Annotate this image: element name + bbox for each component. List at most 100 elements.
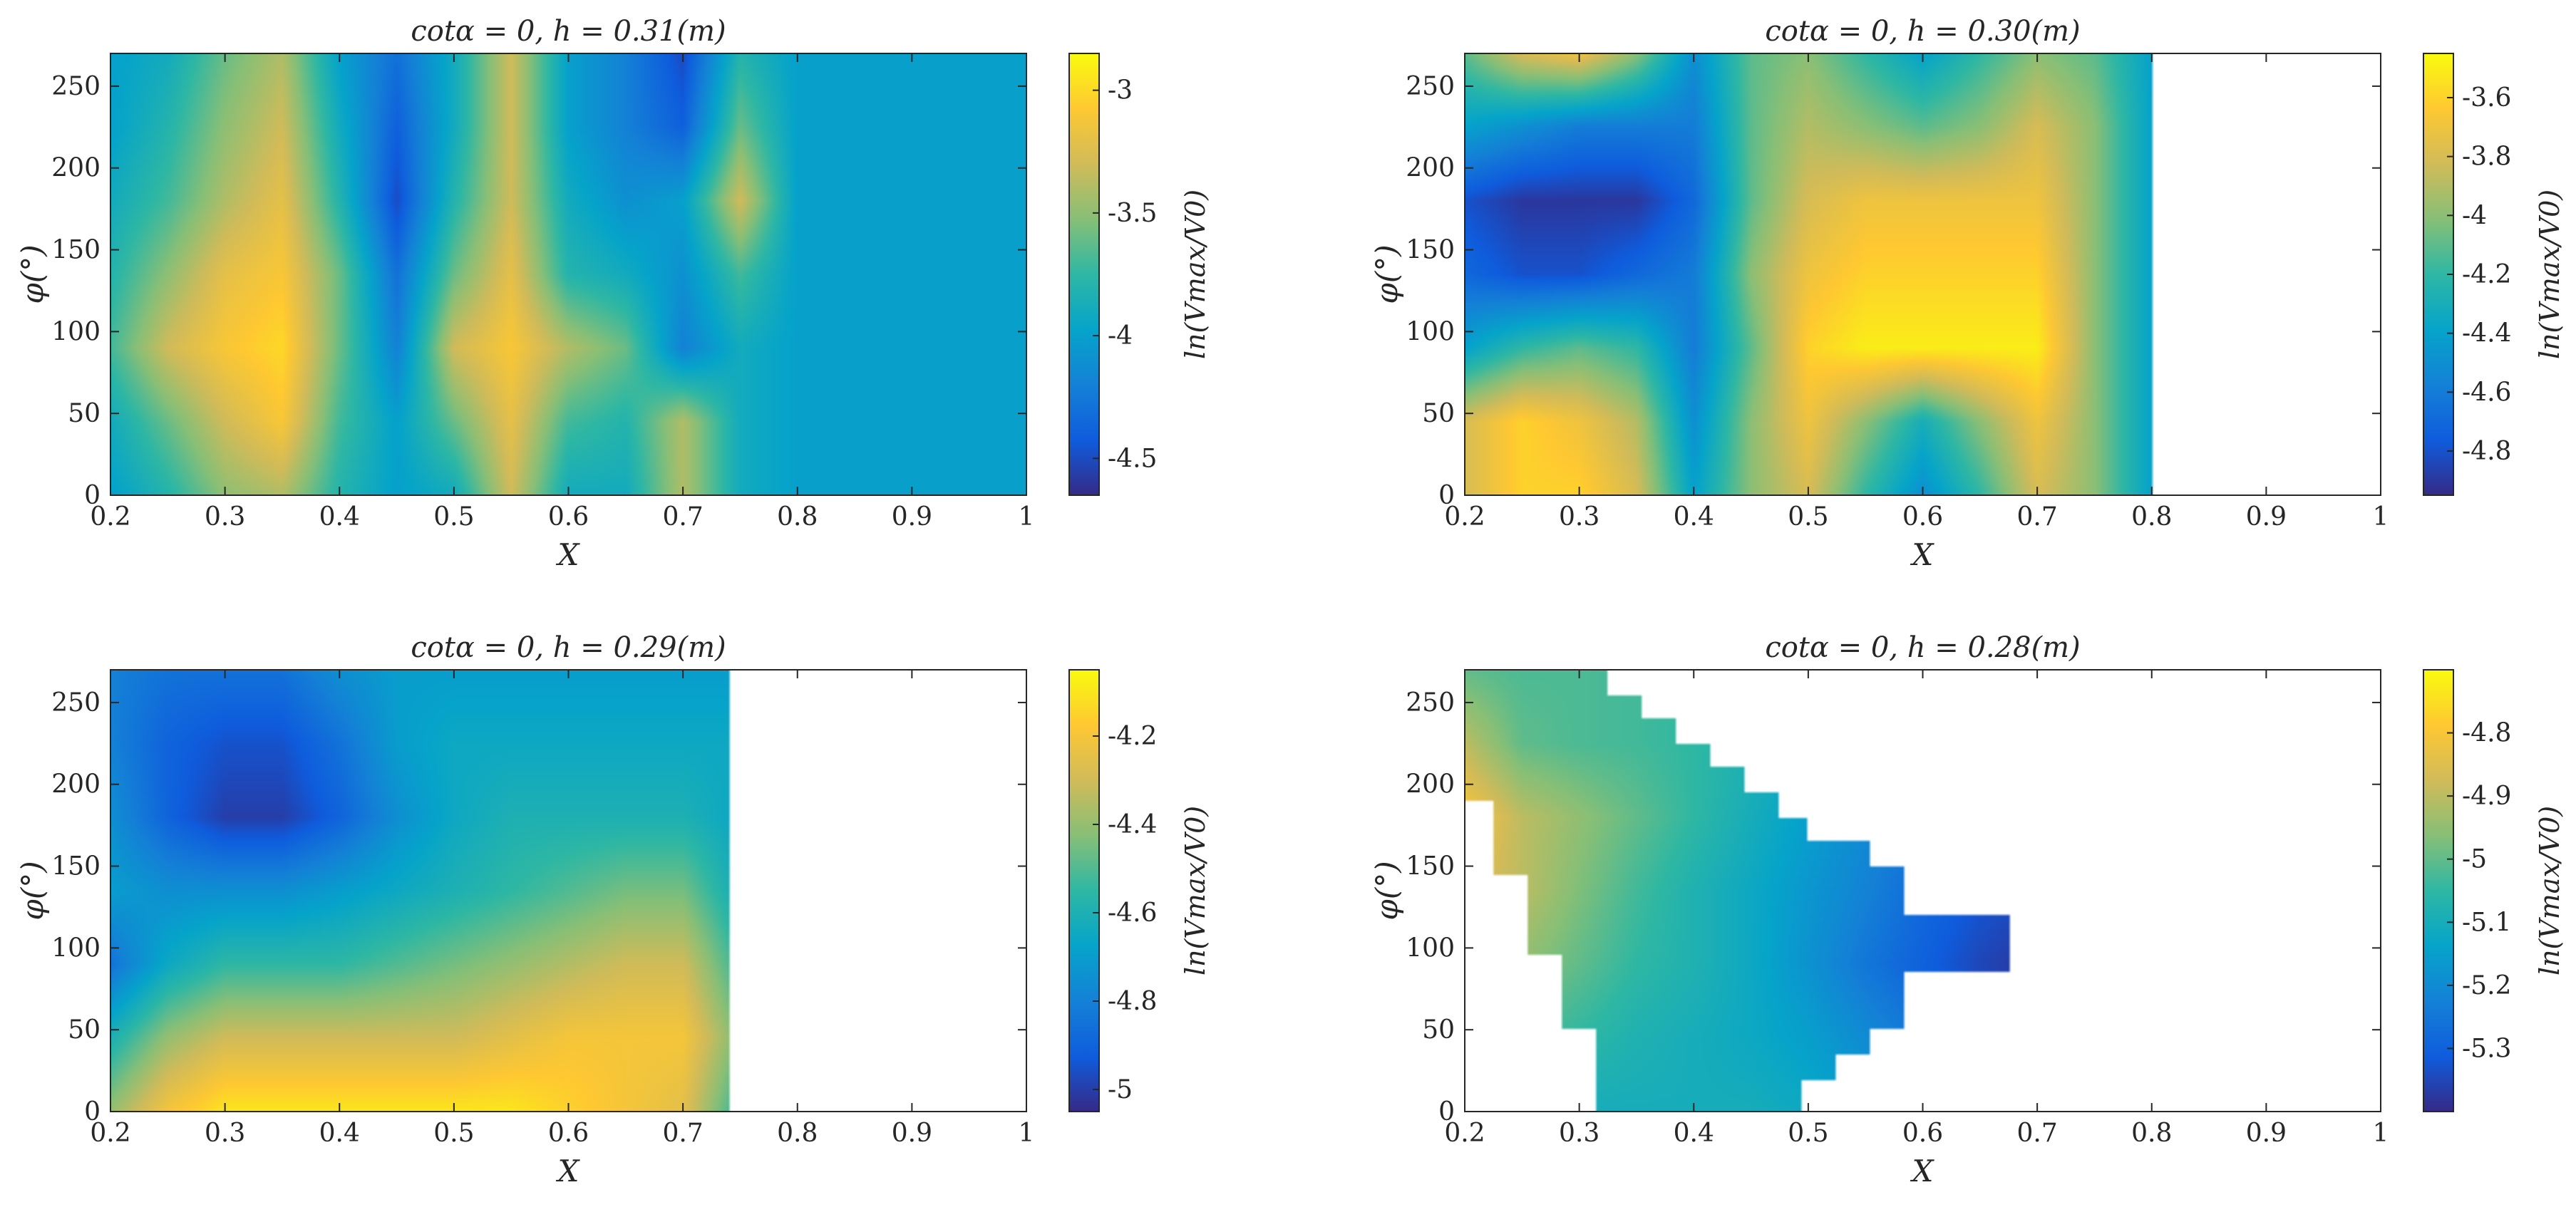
y-tick-label: 200 — [51, 154, 101, 183]
colorbar-tick-label: -5.3 — [2462, 1034, 2511, 1063]
y-axis-label: φ(°) — [1369, 861, 1404, 920]
x-axis-label: X — [556, 537, 581, 572]
panel-title: cotα = 0, h = 0.31(m) — [411, 15, 726, 48]
x-tick-label: 0.3 — [205, 502, 245, 532]
x-tick-label: 0.5 — [1788, 1119, 1828, 1148]
colorbar-tick-label: -3.8 — [2462, 143, 2511, 172]
x-tick-label: 0.3 — [1559, 1119, 1599, 1148]
x-tick-label: 0.4 — [1674, 502, 1714, 532]
colorbar-tick-label: -5.2 — [2462, 971, 2511, 1000]
y-tick-label: 200 — [1406, 154, 1455, 183]
colorbar-tick-label: -4 — [1108, 321, 1133, 351]
x-tick-label: 0.2 — [1444, 1119, 1485, 1148]
y-tick-label: 250 — [1406, 72, 1455, 101]
y-tick-label: 100 — [1406, 933, 1455, 963]
y-tick-label: 100 — [1406, 317, 1455, 346]
x-tick-label: 1 — [2373, 1119, 2389, 1148]
y-tick-label: 250 — [51, 688, 101, 718]
colorbar-tick-label: -4.4 — [1108, 810, 1157, 839]
colorbar-tick-label: -4.4 — [2462, 319, 2511, 348]
x-tick-label: 0.5 — [1788, 502, 1828, 532]
x-tick-label: 0.7 — [662, 1119, 703, 1148]
y-tick-label: 150 — [51, 852, 101, 881]
panel-1: 0.2 0.3 0.4 0.5 0.6 0.7 0.8 0.9 1 0 50 100 150 200 250… — [15, 15, 1211, 572]
colorbar — [2423, 669, 2454, 1112]
x-tick-label: 0.2 — [90, 502, 130, 532]
colorbar-label: ln(Vmax/V0) — [2534, 190, 2565, 359]
heatmap-surface — [1465, 670, 2381, 1112]
x-tick-label: 0.4 — [319, 502, 360, 532]
x-tick-label: 0.3 — [1559, 502, 1599, 532]
y-tick-label: 150 — [51, 236, 101, 265]
colorbar-tick-label: -3.5 — [1108, 199, 1157, 228]
y-tick-label: 0 — [1438, 1097, 1455, 1127]
colorbar-tick-label: -4.8 — [1108, 987, 1157, 1016]
x-tick-label: 0.8 — [2131, 1119, 2172, 1148]
colorbar-label: ln(Vmax/V0) — [1180, 806, 1211, 975]
colorbar — [1068, 669, 1100, 1112]
colorbar-tick-label: -3.6 — [2462, 83, 2511, 113]
x-tick-label: 0.9 — [2246, 1119, 2287, 1148]
colorbar-tick-label: -4.9 — [2462, 782, 2511, 811]
x-tick-label: 0.6 — [1902, 1119, 1943, 1148]
y-tick-label: 150 — [1406, 236, 1455, 265]
x-axis-label: X — [1910, 1154, 1935, 1189]
x-tick-label: 0.6 — [1902, 502, 1943, 532]
colorbar-tick-label: -5 — [2462, 845, 2487, 874]
x-tick-label: 1 — [2373, 502, 2389, 532]
colorbar-tick-label: -4.8 — [2462, 719, 2511, 748]
panel-2: 0.2 0.3 0.4 0.5 0.6 0.7 0.8 0.9 1 0 50 100 150 200 250… — [1369, 15, 2565, 572]
panel-title: cotα = 0, h = 0.29(m) — [411, 631, 726, 664]
x-tick-label: 0.6 — [548, 502, 589, 532]
x-tick-label: 0.8 — [777, 1119, 818, 1148]
x-tick-label: 0.2 — [1444, 502, 1485, 532]
x-tick-label: 0.2 — [90, 1119, 130, 1148]
y-tick-label: 0 — [84, 481, 101, 510]
colorbar-tick-label: -4.2 — [1108, 722, 1157, 751]
x-axis-label: X — [1910, 537, 1935, 572]
x-tick-label: 0.5 — [433, 1119, 474, 1148]
y-tick-label: 50 — [68, 1015, 101, 1045]
x-tick-label: 0.9 — [892, 502, 932, 532]
y-tick-label: 50 — [68, 399, 101, 428]
x-tick-label: 1 — [1019, 502, 1035, 532]
y-axis-label: φ(°) — [1369, 244, 1404, 304]
panel-title: cotα = 0, h = 0.28(m) — [1765, 631, 2080, 664]
heatmap-surface — [110, 53, 1026, 495]
colorbar-tick-label: -4.8 — [2462, 437, 2511, 466]
x-axis-label: X — [556, 1154, 581, 1189]
x-tick-label: 0.8 — [2131, 502, 2172, 532]
x-tick-label: 0.4 — [1674, 1119, 1714, 1148]
x-tick-label: 0.7 — [2016, 502, 2057, 532]
panel-title: cotα = 0, h = 0.30(m) — [1765, 15, 2080, 48]
y-axis-label: φ(°) — [15, 861, 50, 920]
heatmap-surface — [1465, 53, 2381, 495]
x-tick-label: 0.9 — [892, 1119, 932, 1148]
y-tick-label: 250 — [51, 72, 101, 101]
colorbar-tick-label: -4.6 — [2462, 378, 2511, 407]
y-tick-label: 100 — [51, 933, 101, 963]
x-tick-label: 0.8 — [777, 502, 818, 532]
colorbar-tick-label: -4 — [2462, 201, 2487, 230]
y-tick-label: 0 — [84, 1097, 101, 1127]
x-tick-label: 0.6 — [548, 1119, 589, 1148]
colorbar-label: ln(Vmax/V0) — [1180, 190, 1211, 359]
colorbar-tick-label: -4.2 — [2462, 260, 2511, 289]
colorbar-tick-label: -4.5 — [1108, 444, 1157, 473]
y-axis-label: φ(°) — [15, 244, 50, 304]
panel-4: 0.2 0.3 0.4 0.5 0.6 0.7 0.8 0.9 1 0 50 100 150 200 250… — [1369, 631, 2565, 1189]
x-tick-label: 0.5 — [433, 502, 474, 532]
x-tick-label: 0.3 — [205, 1119, 245, 1148]
y-tick-label: 250 — [1406, 688, 1455, 718]
colorbar-tick-label: -5 — [1108, 1075, 1133, 1104]
heatmap-surface — [110, 670, 1026, 1112]
colorbar-label: ln(Vmax/V0) — [2534, 806, 2565, 975]
colorbar — [1068, 53, 1100, 496]
y-tick-label: 150 — [1406, 852, 1455, 881]
y-tick-label: 200 — [51, 770, 101, 799]
x-tick-label: 0.7 — [662, 502, 703, 532]
x-tick-label: 0.7 — [2016, 1119, 2057, 1148]
x-tick-label: 0.4 — [319, 1119, 360, 1148]
panel-3: 0.2 0.3 0.4 0.5 0.6 0.7 0.8 0.9 1 0 50 100 150 200 250… — [15, 631, 1211, 1189]
